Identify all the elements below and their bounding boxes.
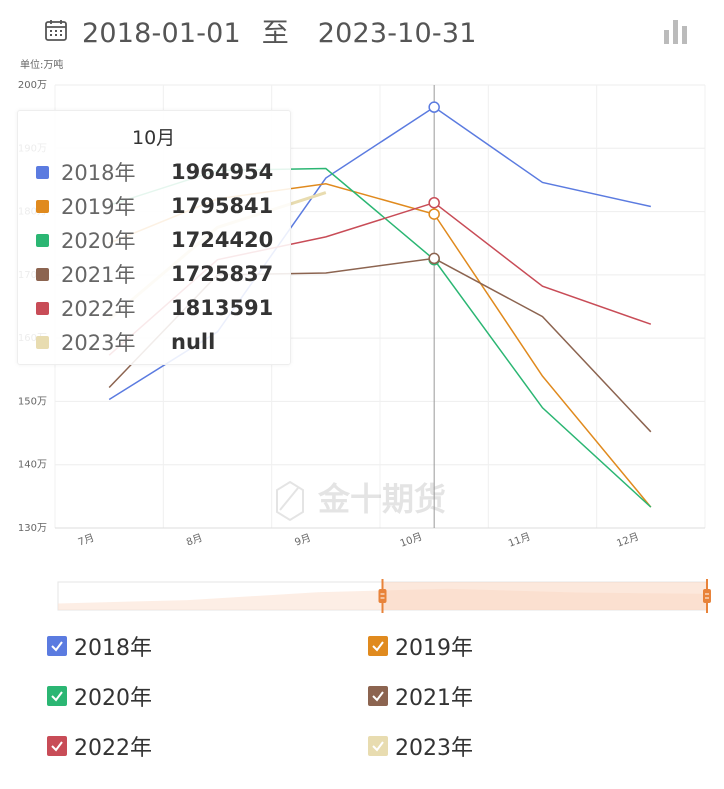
zoom-handle[interactable] bbox=[703, 589, 711, 603]
watermark: 金十期货 bbox=[276, 480, 446, 522]
check-icon bbox=[51, 641, 63, 652]
end-date: 2023-10-31 bbox=[317, 17, 477, 49]
tooltip-row: 2018年 1964954 bbox=[36, 155, 273, 189]
tooltip-series-name: 2018年 bbox=[61, 161, 136, 185]
date-separator: 至 bbox=[261, 17, 289, 49]
legend-checkbox[interactable] bbox=[368, 636, 388, 656]
legend-label: 2022年 bbox=[74, 736, 152, 761]
y-tick-label: 130万 bbox=[18, 523, 47, 534]
highlight-point bbox=[428, 101, 440, 113]
tooltip-series-name: 2022年 bbox=[61, 297, 136, 321]
highlight-point bbox=[428, 208, 440, 220]
legend-label: 2018年 bbox=[74, 636, 152, 661]
series-color-swatch bbox=[36, 335, 49, 349]
check-icon bbox=[372, 691, 384, 702]
zoom-selected-window bbox=[382, 582, 707, 610]
highlight-point bbox=[428, 252, 440, 265]
series-color-swatch bbox=[36, 301, 49, 315]
y-tick-label: 200万 bbox=[18, 80, 47, 91]
highlight-point bbox=[428, 196, 440, 209]
calendar-icon[interactable] bbox=[44, 18, 68, 42]
x-tick-label: 12月 bbox=[615, 531, 640, 550]
legend-label: 2020年 bbox=[74, 686, 152, 711]
legend-item[interactable]: 2022年 bbox=[47, 730, 152, 762]
tooltip-series-value: 1964954 bbox=[171, 160, 274, 184]
tooltip-series-value: 1724420 bbox=[171, 228, 274, 252]
tooltip-row: 2023年 null bbox=[36, 325, 215, 359]
legend-item[interactable]: 2023年 bbox=[368, 730, 473, 762]
tooltip-row: 2022年 1813591 bbox=[36, 291, 273, 325]
tooltip-series-name: 2019年 bbox=[61, 195, 136, 219]
check-icon bbox=[372, 641, 384, 652]
tooltip-row: 2019年 1795841 bbox=[36, 189, 273, 223]
tooltip-title: 10月 bbox=[132, 127, 176, 149]
check-icon bbox=[51, 741, 63, 752]
check-icon bbox=[372, 741, 384, 752]
tooltip-series-name: 2020年 bbox=[61, 229, 136, 253]
tooltip-series-value: 1813591 bbox=[171, 296, 274, 320]
x-tick-label: 7月 bbox=[76, 532, 95, 549]
legend-label: 2023年 bbox=[395, 736, 473, 761]
line-chart: 单位:万吨130万140万150万160万170万180万190万200万7月8… bbox=[18, 58, 711, 613]
tooltip-series-name: 2021年 bbox=[61, 263, 136, 287]
tooltip-row: 2021年 1725837 bbox=[36, 257, 273, 291]
legend-checkbox[interactable] bbox=[47, 736, 67, 756]
y-tick-label: 140万 bbox=[18, 460, 47, 471]
series-color-swatch bbox=[36, 165, 49, 179]
legend-checkbox[interactable] bbox=[47, 686, 67, 706]
legend-label: 2019年 bbox=[395, 636, 473, 661]
x-tick-label: 10月 bbox=[398, 531, 423, 550]
tooltip-series-value: 1725837 bbox=[171, 262, 274, 286]
legend-checkbox[interactable] bbox=[368, 736, 388, 756]
bar-chart-icon[interactable] bbox=[662, 18, 690, 44]
tooltip-series-value: 1795841 bbox=[171, 194, 274, 218]
check-icon bbox=[51, 691, 63, 702]
legend-item[interactable]: 2020年 bbox=[47, 680, 152, 712]
data-zoom-slider bbox=[57, 579, 711, 613]
watermark-text: 金十期货 bbox=[317, 480, 446, 518]
tooltip-row: 2020年 1724420 bbox=[36, 223, 273, 257]
tooltip-series-name: 2023年 bbox=[61, 331, 136, 355]
legend-checkbox[interactable] bbox=[47, 636, 67, 656]
unit-label: 单位:万吨 bbox=[20, 58, 63, 71]
series-color-swatch bbox=[36, 267, 49, 281]
x-tick-label: 8月 bbox=[185, 532, 204, 549]
series-color-swatch bbox=[36, 233, 49, 247]
date-range-header[interactable]: 2018-01-01 至 2023-10-31 bbox=[44, 8, 477, 52]
legend-item[interactable]: 2019年 bbox=[368, 630, 473, 662]
start-date: 2018-01-01 bbox=[82, 17, 241, 49]
x-tick-label: 11月 bbox=[507, 531, 532, 550]
legend-item[interactable]: 2018年 bbox=[47, 630, 152, 662]
x-tick-label: 9月 bbox=[293, 532, 312, 549]
legend-checkbox[interactable] bbox=[368, 686, 388, 706]
zoom-handle[interactable] bbox=[378, 589, 387, 603]
legend-label: 2021年 bbox=[395, 686, 473, 711]
tooltip-series-value: null bbox=[171, 330, 216, 354]
y-tick-label: 150万 bbox=[18, 396, 47, 407]
legend-item[interactable]: 2021年 bbox=[368, 680, 473, 712]
tooltip: 10月 2018年 1964954 2019年 1795841 2020年 1724420… bbox=[17, 110, 291, 365]
series-color-swatch bbox=[36, 199, 49, 213]
